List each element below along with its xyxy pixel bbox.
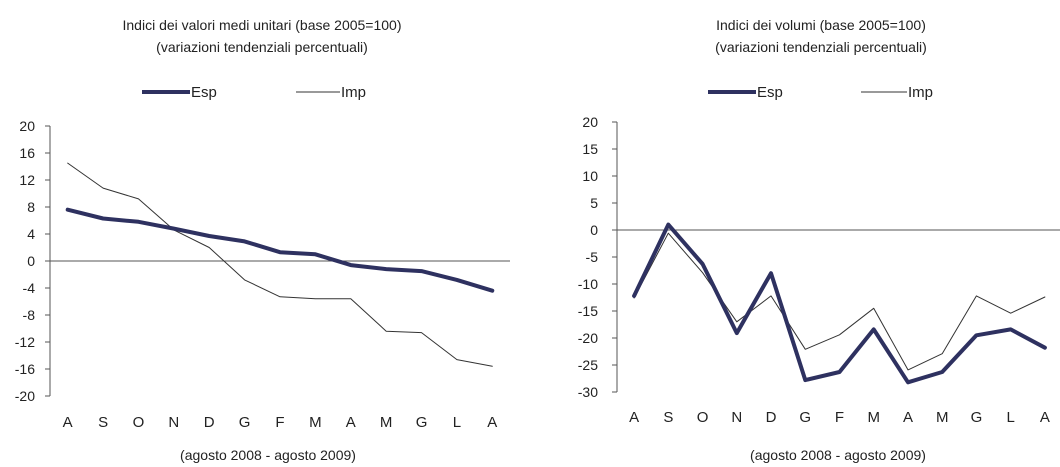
x-tick-label: A [63,414,73,431]
y-tick-label: 20 [582,114,598,130]
x-tick-label: O [697,409,709,426]
x-tick-label: A [1040,409,1050,426]
x-tick-label: S [98,414,108,431]
y-tick-label: 12 [19,172,35,188]
x-tick-label: M [936,409,949,426]
x-tick-label: N [731,409,742,426]
legend: Esp Imp [708,84,933,101]
chart-subtitle: (variazioni tendenziali percentuali) [715,39,927,55]
x-tick-label: N [168,414,179,431]
y-tick-label: -30 [578,384,598,400]
chart-volumi: Indici dei volumi (base 2005=100) (varia… [578,17,1060,463]
series-line-imp [67,162,493,367]
x-tick-label: M [309,414,322,431]
x-tick-label: A [346,414,356,431]
y-tick-label: 0 [590,222,598,238]
chart-subtitle: (variazioni tendenziali percentuali) [156,39,368,55]
x-tick-label: G [416,414,428,431]
y-tick-label: 5 [590,195,598,211]
y-tick-label: -5 [586,249,599,265]
x-tick-label: M [380,414,393,431]
y-tick-label: -20 [578,330,598,346]
legend-label-esp: Esp [191,84,217,101]
y-tick-label: -25 [578,357,598,373]
x-tick-label: D [766,409,777,426]
series-line-esp [65,207,495,293]
series-group [65,162,495,367]
x-tick-label: L [453,414,461,431]
y-tick-label: 10 [582,168,598,184]
axes: -30 -25 -20 -15 -10 -5 0 5 10 15 20 A S O N D G F M A M G L A [578,114,1060,426]
x-axis-label: (agosto 2008 - agosto 2009) [180,447,356,463]
x-tick-label: D [204,414,215,431]
chart-valori-medi-unitari: Indici dei valori medi unitari (base 200… [15,17,510,463]
y-tick-label: -16 [15,361,35,377]
x-tick-label: M [867,409,880,426]
x-tick-label: G [799,409,811,426]
legend-label-imp: Imp [341,84,366,101]
y-tick-label: 4 [27,226,35,242]
legend-label-esp: Esp [757,84,783,101]
y-tick-label: -15 [578,303,598,319]
x-tick-label: G [971,409,983,426]
series-line-imp [633,232,1046,371]
y-tick-label: -8 [23,307,36,323]
y-tick-label: -20 [15,388,35,404]
y-tick-label: -10 [578,276,598,292]
series-group [632,222,1047,385]
chart-title: Indici dei volumi (base 2005=100) [716,17,926,33]
x-tick-label: O [133,414,145,431]
y-tick-label: 15 [582,141,598,157]
x-axis-label: (agosto 2008 - agosto 2009) [750,447,926,463]
x-tick-label: A [903,409,913,426]
y-tick-label: -12 [15,334,35,350]
legend: Esp Imp [142,84,366,101]
x-tick-label: L [1006,409,1014,426]
series-line-esp [632,222,1047,385]
y-tick-label: 16 [19,145,35,161]
x-tick-label: A [629,409,639,426]
chart-title: Indici dei valori medi unitari (base 200… [123,17,402,33]
x-tick-label: A [487,414,497,431]
y-tick-label: 0 [27,253,35,269]
x-tick-label: S [663,409,673,426]
x-tick-label: G [239,414,251,431]
y-tick-label: 20 [19,118,35,134]
legend-label-imp: Imp [908,84,933,101]
x-tick-label: F [275,414,284,431]
x-tick-label: F [835,409,844,426]
y-tick-label: -4 [23,280,36,296]
axes: -20 -16 -12 -8 -4 0 4 8 12 16 20 A S O N D G F M A M G L A [15,118,510,431]
y-tick-label: 8 [27,199,35,215]
